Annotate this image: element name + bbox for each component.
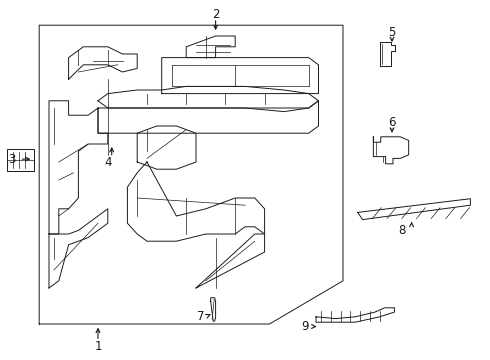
- Polygon shape: [211, 298, 216, 321]
- Text: 8: 8: [398, 224, 406, 237]
- Polygon shape: [137, 126, 196, 169]
- Polygon shape: [380, 42, 395, 66]
- Text: 7: 7: [197, 310, 205, 323]
- Polygon shape: [162, 58, 318, 94]
- Polygon shape: [98, 86, 318, 112]
- Polygon shape: [373, 137, 409, 164]
- Polygon shape: [49, 101, 108, 234]
- Polygon shape: [358, 199, 470, 220]
- Text: 3: 3: [8, 153, 16, 166]
- Bar: [7, 149, 34, 171]
- Polygon shape: [316, 308, 394, 322]
- Polygon shape: [98, 101, 318, 133]
- Polygon shape: [127, 162, 265, 241]
- Text: 2: 2: [212, 8, 220, 21]
- Polygon shape: [196, 234, 265, 288]
- Text: 1: 1: [94, 340, 102, 353]
- Polygon shape: [186, 36, 235, 58]
- Text: 6: 6: [388, 116, 396, 129]
- Text: 9: 9: [301, 320, 309, 333]
- Polygon shape: [49, 209, 108, 288]
- Polygon shape: [69, 47, 137, 79]
- Text: 4: 4: [104, 156, 112, 169]
- Text: 5: 5: [388, 26, 396, 39]
